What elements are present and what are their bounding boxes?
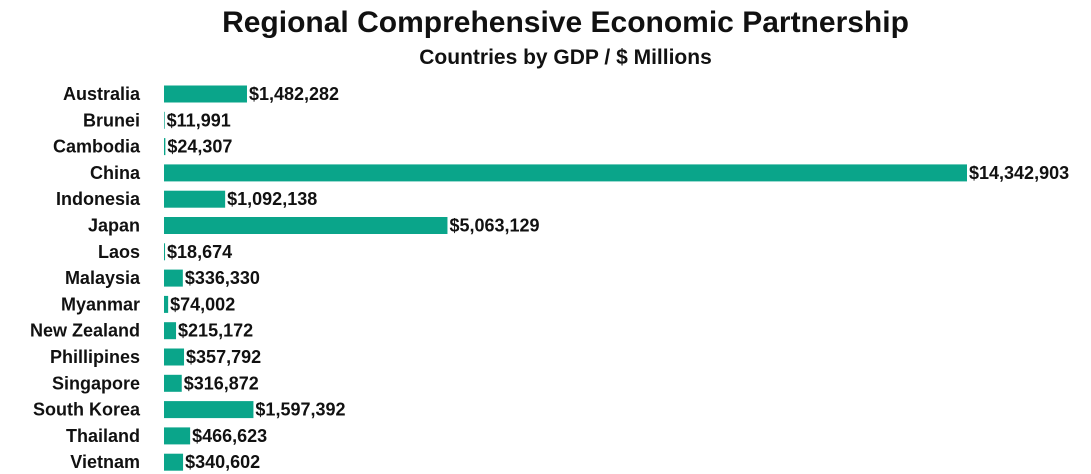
bar — [164, 85, 247, 103]
bar — [164, 217, 448, 234]
bar — [164, 243, 166, 261]
bar — [164, 190, 226, 208]
bar — [164, 401, 254, 419]
category-label: New Zealand — [30, 321, 140, 341]
value-label: $336,330 — [185, 268, 260, 288]
value-label: $18,674 — [167, 242, 232, 262]
chart-title: Regional Comprehensive Economic Partners… — [222, 6, 909, 39]
bar — [164, 164, 967, 182]
value-label: $215,172 — [178, 321, 253, 341]
category-label: Myanmar — [61, 294, 140, 314]
value-label: $1,597,392 — [255, 400, 345, 420]
value-label: $74,002 — [170, 294, 235, 314]
category-label: Australia — [63, 84, 141, 104]
category-label: Indonesia — [56, 189, 141, 209]
category-label: Malaysia — [65, 268, 141, 288]
value-label: $11,991 — [167, 110, 231, 130]
value-label: $1,092,138 — [227, 189, 317, 209]
category-label: China — [90, 163, 141, 183]
value-label: $466,623 — [192, 426, 267, 446]
category-label: South Korea — [33, 400, 141, 420]
category-label: Brunei — [83, 110, 140, 130]
value-label: $24,307 — [167, 137, 232, 157]
category-label: Vietnam — [70, 452, 140, 472]
bar — [164, 322, 177, 340]
bar — [164, 295, 169, 313]
bar — [164, 427, 191, 445]
value-label: $316,872 — [184, 373, 259, 393]
value-label: $5,063,129 — [449, 216, 539, 236]
value-label: $1,482,282 — [249, 84, 339, 104]
category-label: Singapore — [52, 373, 140, 393]
value-label: $340,602 — [185, 452, 260, 472]
category-label: Thailand — [66, 426, 140, 446]
category-label: Phillipines — [50, 347, 140, 367]
value-label: $14,342,903 — [969, 163, 1069, 183]
value-label: $357,792 — [186, 347, 261, 367]
category-label: Laos — [98, 242, 140, 262]
bar — [164, 348, 185, 366]
bar — [164, 111, 165, 129]
category-label: Cambodia — [53, 137, 141, 157]
bar — [164, 269, 183, 287]
bar — [164, 138, 166, 156]
bar — [164, 374, 182, 392]
chart-subtitle: Countries by GDP / $ Millions — [419, 46, 712, 69]
category-label: Japan — [88, 216, 140, 236]
bar — [164, 453, 184, 471]
